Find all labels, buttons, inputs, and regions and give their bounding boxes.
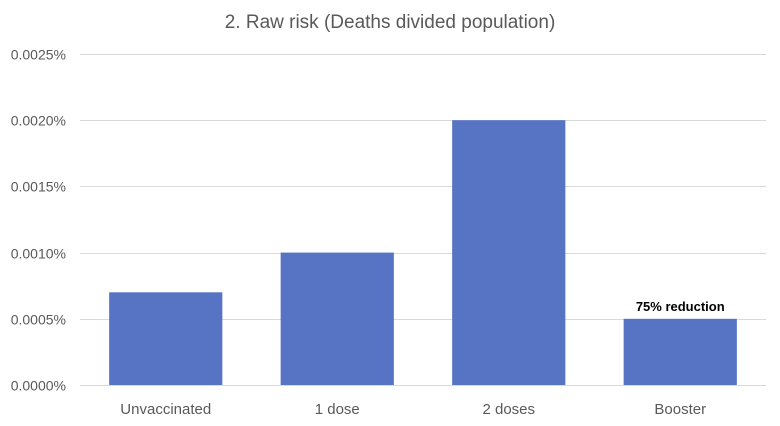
bars	[109, 120, 737, 385]
y-tick-label: 0.0000%	[11, 378, 66, 394]
y-tick-label: 0.0015%	[11, 179, 66, 195]
y-tick-label: 0.0020%	[11, 113, 66, 129]
y-tick-label: 0.0005%	[11, 312, 66, 328]
x-axis-labels: Unvaccinated 1 dose 2 doses Booster	[120, 401, 706, 418]
y-tick-label: 0.0025%	[11, 47, 66, 63]
y-tick-label: 0.0010%	[11, 246, 66, 262]
annotations: 75% reduction	[636, 299, 725, 314]
bar	[280, 252, 394, 385]
bar-annotation: 75% reduction	[636, 299, 725, 314]
x-tick-label: 2 doses	[482, 401, 535, 418]
y-axis-labels: 0.0000% 0.0005% 0.0010% 0.0015% 0.0020% 0.002…	[11, 47, 66, 394]
bar	[623, 318, 737, 385]
bar	[109, 292, 223, 385]
x-tick-label: 1 dose	[315, 401, 360, 418]
x-tick-label: Unvaccinated	[120, 401, 211, 418]
chart-title: 2. Raw risk (Deaths divided population)	[225, 12, 556, 33]
x-tick-label: Booster	[654, 401, 706, 418]
bar	[452, 120, 566, 385]
